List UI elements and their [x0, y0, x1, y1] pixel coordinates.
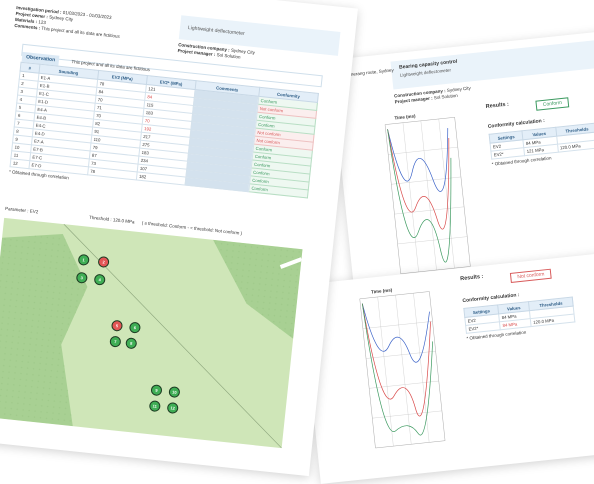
report-page-3: Time (ms) Results : Not conform Conformi…	[300, 251, 594, 484]
map-background	[0, 223, 303, 449]
report-page-1: Lightweight deflectometer Investigation …	[0, 4, 341, 449]
page2-pm: Sol Solution	[433, 92, 458, 101]
page2-deflection-chart	[384, 117, 471, 274]
report-page-2: Bearing capacity control Lightweight def…	[330, 28, 594, 299]
page2-cc: Sydney City	[446, 85, 471, 93]
page2-results-label: Results :	[485, 101, 510, 110]
page2-result-chip: Conform	[535, 97, 570, 111]
materials: 123	[38, 19, 47, 26]
table-cell: 12	[10, 158, 30, 169]
comments-label: Comments :	[14, 22, 41, 31]
comments: This project and all its data are fictit…	[41, 25, 121, 39]
legend-threshold: Threshold : 120.0 MPa	[88, 214, 135, 225]
page3-result-chip: Not conform	[509, 268, 552, 283]
page3-cell: 84 MPa	[499, 318, 532, 330]
page3-results-label: Results :	[459, 273, 484, 283]
legend-parameter: Parameter : EV2	[4, 205, 39, 215]
page2-header: Bearing capacity control Lightweight def…	[390, 38, 594, 90]
results-table-wrap: # Sounding EV2 (MPa) EV2* (MPa) Comments…	[9, 62, 319, 207]
site-map[interactable]: 1 2 3 4 5 6 7 8 9 10 11 12	[0, 217, 303, 449]
report-meta: Investigation period : 01/03/2023 - 01/0…	[14, 5, 176, 46]
page3-deflection-chart	[359, 291, 446, 449]
report-subtitle: Lightweight deflectometer	[187, 25, 246, 37]
